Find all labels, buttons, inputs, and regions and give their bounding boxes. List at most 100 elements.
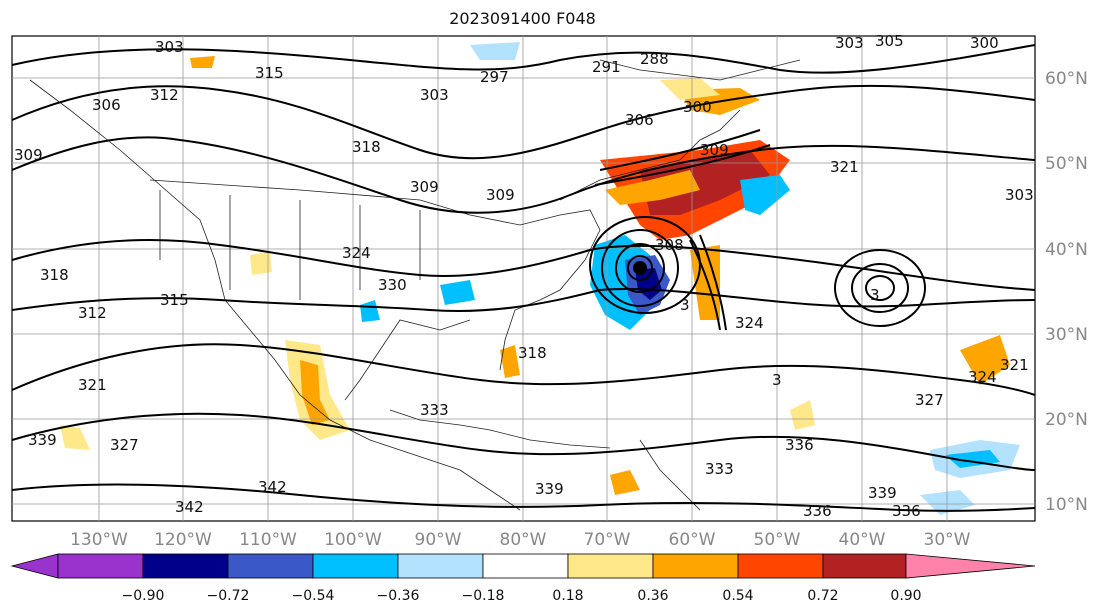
contour-label: 3: [680, 296, 690, 314]
lon-label: 70°W: [584, 530, 631, 550]
map-frame: [11, 35, 1036, 522]
colorbar-segment: [312, 553, 399, 579]
contour-label: 321: [78, 376, 107, 394]
contour-label: 321: [830, 158, 859, 176]
colorbar-extend-left: [10, 553, 59, 579]
contour-label: 303: [420, 86, 449, 104]
colorbar-tick: −0.54: [292, 588, 335, 604]
contour-label: 321: [1000, 356, 1029, 374]
contour-label: 318: [40, 266, 69, 284]
lon-label: 50°W: [754, 530, 801, 550]
negative-shade: [440, 280, 475, 305]
map-title: 2023091400 F048: [449, 9, 596, 28]
contour-label: 305: [875, 32, 904, 50]
contour-label: 300: [970, 34, 999, 52]
contour-label: 300: [683, 98, 712, 116]
longitude-axis: 130°W 120°W 110°W 100°W 90°W 80°W 70°W 6…: [70, 530, 971, 550]
contour-label: 324: [735, 314, 764, 332]
colorbar-segment: [482, 553, 569, 579]
positive-shade: [660, 78, 720, 100]
negative-shade: [360, 300, 380, 322]
colorbar-tick: 0.18: [552, 588, 583, 604]
lon-label: 60°W: [669, 530, 716, 550]
contour-label: 333: [705, 460, 734, 478]
contour-label: 339: [868, 484, 897, 502]
lat-label: 50°N: [1045, 154, 1088, 174]
contour-label: 306: [92, 96, 121, 114]
positive-shade: [60, 425, 90, 450]
colorbar-segment: [397, 553, 484, 579]
positive-shade: [500, 345, 520, 378]
contour-label: 312: [78, 304, 107, 322]
lat-label: 10°N: [1045, 495, 1088, 515]
lon-label: 90°W: [415, 530, 462, 550]
contour-label: 336: [803, 502, 832, 520]
contour-label: 303: [1005, 186, 1034, 204]
lon-label: 130°W: [70, 530, 128, 550]
colorbar-tick: 0.90: [890, 588, 921, 604]
contour-label: 3: [772, 371, 782, 389]
contour-label: 339: [28, 431, 57, 449]
colorbar-segment: [227, 553, 314, 579]
contour-label: 324: [968, 368, 997, 386]
contour-label: 339: [535, 480, 564, 498]
contour-label: 336: [892, 502, 921, 520]
contour-label: 288: [640, 50, 669, 68]
colorbar-segment: [652, 553, 739, 579]
contour-label: 318: [352, 138, 381, 156]
lon-label: 100°W: [324, 530, 382, 550]
lat-label: 40°N: [1045, 240, 1088, 260]
colorbar: −0.90 −0.72 −0.54 −0.36 −0.18 0.18 0.36 …: [10, 553, 1036, 604]
map-panel: 303 315 312 306 309 297 291 288 303 306 …: [11, 32, 1036, 522]
colorbar-tick: 0.72: [807, 588, 838, 604]
contour-label: 333: [420, 401, 449, 419]
contour-label: 336: [785, 436, 814, 454]
lon-label: 30°W: [924, 530, 971, 550]
shading-layer: [60, 42, 1020, 515]
colorbar-segment: [142, 553, 229, 579]
positive-shade: [610, 470, 640, 495]
negative-shade: [740, 175, 790, 215]
contour-label: 309: [14, 146, 43, 164]
contour-label: 309: [700, 141, 729, 159]
graticule: [12, 36, 1035, 521]
positive-shade: [640, 150, 770, 215]
coastlines: [29, 59, 801, 511]
colorbar-segment: [567, 553, 654, 579]
lat-label: 20°N: [1045, 410, 1088, 430]
colorbar-tick: −0.90: [122, 588, 165, 604]
lon-label: 120°W: [154, 530, 212, 550]
contour-label: 303: [155, 38, 184, 56]
contour-label: 308: [655, 236, 684, 254]
lat-label: 60°N: [1045, 69, 1088, 89]
lon-label: 110°W: [239, 530, 297, 550]
contour-label: 315: [255, 64, 284, 82]
contour-label: 291: [592, 58, 621, 76]
contour-label: 309: [410, 178, 439, 196]
contour-label: 315: [160, 291, 189, 309]
contour-label: 318: [518, 344, 547, 362]
negative-shade: [470, 42, 520, 60]
latitude-axis: 60°N 50°N 40°N 30°N 20°N 10°N: [1045, 69, 1088, 515]
lon-label: 80°W: [500, 530, 547, 550]
lon-label: 40°W: [839, 530, 886, 550]
colorbar-tick: 0.54: [722, 588, 753, 604]
positive-shade: [300, 360, 330, 425]
contour-label: 327: [110, 436, 139, 454]
contour-lines: [11, 44, 1036, 512]
colorbar-tick: 0.36: [637, 588, 668, 604]
contour-label: 309: [486, 186, 515, 204]
contour-label: 3: [870, 286, 880, 304]
positive-shade: [605, 170, 700, 205]
contour-label: 303: [835, 34, 864, 52]
colorbar-tick: −0.18: [462, 588, 505, 604]
contour-label: 306: [625, 111, 654, 129]
positive-shade: [960, 335, 1010, 385]
contour-label: 327: [915, 391, 944, 409]
contour-label: 297: [480, 68, 509, 86]
contour-label: 330: [378, 276, 407, 294]
lat-label: 30°N: [1045, 325, 1088, 345]
contour-label: 312: [150, 86, 179, 104]
colorbar-tick: −0.36: [377, 588, 420, 604]
